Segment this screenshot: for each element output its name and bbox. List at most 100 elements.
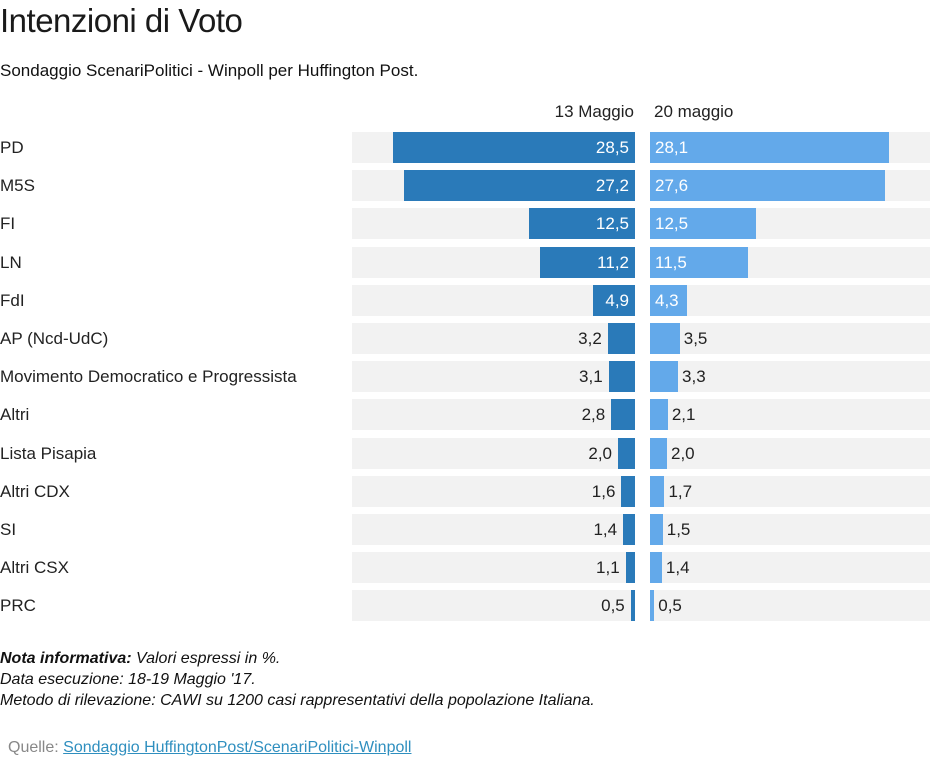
source-link[interactable]: Sondaggio HuffingtonPost/ScenariPolitici… (63, 739, 412, 756)
bar-track-right: 3,3 (650, 361, 930, 393)
bar-track-right: 1,4 (650, 552, 930, 584)
bar-track-left: 12,5 (352, 208, 635, 240)
category-label: Altri CSX (0, 558, 69, 578)
bar-track-right: 28,1 (650, 132, 930, 163)
category-label: Movimento Democratico e Progressista (0, 367, 297, 387)
data-label: 3,5 (683, 329, 708, 348)
bar-13-maggio (618, 437, 635, 469)
bar-track-right: 1,7 (650, 475, 930, 507)
bar-13-maggio (539, 246, 635, 278)
data-label: 0,5 (658, 596, 682, 616)
chart-row: Altri CSX 1,1 1,4 (0, 552, 938, 584)
category-label: Lista Pisapia (0, 443, 97, 463)
chart-row: AP (Ncd-UdC) 3,2 3,5 (0, 323, 938, 354)
source-label: Quelle: (8, 739, 64, 756)
chart-row: PD 28,5 28,1 (0, 132, 938, 163)
bar-track-right: 3,5 (650, 323, 930, 354)
bar-13-maggio (528, 208, 635, 240)
notes-line-1: Nota informativa: Valori espressi in %. (0, 648, 595, 669)
chart-row: FI 12,5 12,5 (0, 208, 938, 240)
chart-subtitle: Sondaggio ScenariPolitici - Winpoll per … (0, 61, 419, 80)
bar-13-maggio (403, 170, 635, 202)
bar-13-maggio (607, 323, 635, 354)
bar-13-maggio (630, 590, 635, 622)
category-label: PRC (0, 596, 36, 616)
bar-track-right: 2,0 (650, 437, 930, 469)
bar-track-left: 1,6 (352, 475, 635, 507)
bar-13-maggio (621, 475, 635, 507)
bar-13-maggio (625, 552, 635, 584)
chart-row: LN 11,2 11,5 (0, 246, 938, 278)
category-label: Altri (0, 405, 30, 425)
bar-13-maggio (392, 132, 635, 163)
data-label: 2,0 (588, 443, 612, 463)
chart-row: PRC 0,5 0,5 (0, 590, 938, 622)
data-label: 3,1 (579, 367, 603, 387)
bar-track-left: 27,2 (352, 170, 635, 202)
chart-row: FdI 4,9 4,3 (0, 284, 938, 316)
bar-20-maggio (650, 323, 680, 354)
bar-20-maggio (650, 208, 757, 240)
data-label: 1,5 (666, 520, 691, 539)
bar-13-maggio (623, 514, 635, 545)
chart-row: Movimento Democratico e Progressista 3,1 3… (0, 361, 938, 393)
bar-track-left: 1,1 (352, 552, 635, 584)
data-label: 28,1 (655, 138, 689, 157)
data-label: 1,6 (591, 481, 616, 501)
bar-track-left: 2,0 (352, 437, 635, 469)
data-label: 11,5 (655, 252, 687, 272)
notes-label: Nota informativa: (0, 650, 132, 667)
data-label: 12,5 (655, 214, 689, 234)
data-label: 4,3 (655, 290, 679, 310)
bar-track-left: 28,5 (352, 132, 635, 163)
bar-20-maggio (650, 475, 665, 507)
bar-track-right: 27,6 (650, 170, 930, 202)
bar-track-left: 4,9 (352, 284, 635, 316)
bar-track-right: 4,3 (650, 284, 930, 316)
bar-track-left: 0,5 (352, 590, 635, 622)
bar-track-right: 0,5 (650, 590, 930, 622)
bar-track-right: 11,5 (650, 246, 930, 278)
chart-row: Altri CDX 1,6 1,7 (0, 475, 938, 507)
category-label: Altri CDX (0, 481, 70, 501)
notes-line-2: Data esecuzione: 18-19 Maggio '17. (0, 671, 256, 688)
bar-13-maggio (593, 284, 635, 316)
data-label: 3,3 (682, 367, 706, 387)
data-label: 28,5 (595, 138, 629, 157)
bar-20-maggio (650, 284, 687, 316)
bar-20-maggio (650, 361, 679, 393)
category-label: AP (Ncd-UdC) (0, 329, 109, 348)
category-label: PD (0, 138, 24, 157)
bar-track-right: 2,1 (650, 399, 930, 431)
bar-track-left: 11,2 (352, 246, 635, 278)
bar-13-maggio (608, 361, 635, 393)
bar-13-maggio (611, 399, 635, 431)
series-header-13-maggio: 13 Maggio (554, 102, 634, 121)
chart-row: Altri 2,8 2,1 (0, 399, 938, 431)
source: Quelle: Sondaggio HuffingtonPost/Scenari… (8, 739, 411, 757)
bar-track-right: 12,5 (650, 208, 930, 240)
data-label: 1,4 (665, 558, 690, 578)
data-label: 27,2 (595, 176, 629, 196)
data-label: 12,5 (595, 214, 629, 234)
chart-row: Lista Pisapia 2,0 2,0 (0, 437, 938, 469)
bar-20-maggio (650, 437, 667, 469)
data-label: 11,2 (597, 252, 629, 272)
chart-title: Intenzioni di Voto (0, 2, 243, 39)
data-label: 1,7 (668, 481, 693, 501)
bar-20-maggio (650, 399, 668, 431)
category-label: SI (0, 520, 17, 539)
notes-text: Valori espressi in %. (131, 650, 281, 667)
data-label: 3,2 (578, 329, 602, 348)
data-label: 2,1 (671, 405, 696, 425)
category-label: LN (0, 252, 22, 272)
notes-line-3: Metodo di rilevazione: CAWI su 1200 casi… (0, 692, 595, 709)
bar-20-maggio (650, 514, 663, 545)
bar-20-maggio (650, 590, 655, 622)
data-label: 27,6 (655, 176, 689, 196)
bar-track-left: 2,8 (352, 399, 635, 431)
category-label: FdI (0, 290, 25, 310)
bar-track-left: 3,2 (352, 323, 635, 354)
data-label: 1,1 (596, 558, 620, 578)
data-label: 2,0 (671, 443, 695, 463)
